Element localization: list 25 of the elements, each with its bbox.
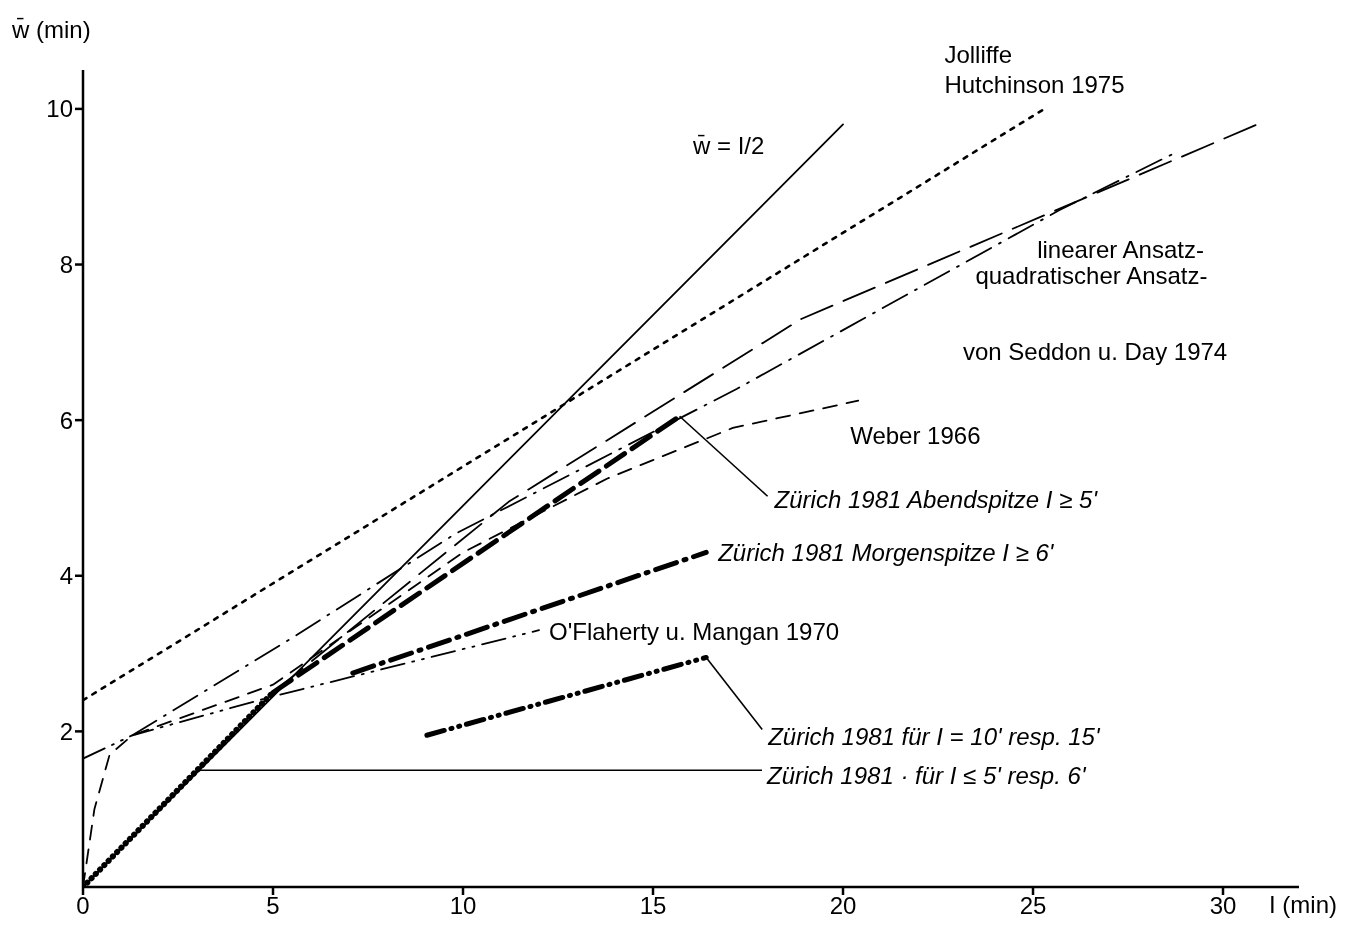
x-tick-label: 25 xyxy=(1019,892,1047,920)
x-tick-label: 10 xyxy=(449,892,477,920)
y-tick-label: 4 xyxy=(59,562,73,590)
x-tick-label: 30 xyxy=(1209,892,1237,920)
y-tick-label: 2 xyxy=(59,717,73,745)
annotation: von Seddon u. Day 1974 xyxy=(963,338,1228,366)
y-tick-label: 6 xyxy=(59,406,73,434)
series-label: linearer Ansatz- xyxy=(1037,236,1204,264)
x-tick-label: 20 xyxy=(829,892,857,920)
series-label: Zürich 1981 Morgenspitze I ≥ 6' xyxy=(717,539,1055,567)
text: Zürich 1981 für I = 10' resp. 15' xyxy=(767,723,1101,751)
x-axis-title: I (min) xyxy=(1269,891,1337,919)
series-label: Jolliffe Hutchinson 1975 xyxy=(944,40,1125,98)
y-tick-label: 10 xyxy=(46,95,73,123)
x-tick-label: 0 xyxy=(76,892,90,920)
series-label: w̄ = I/2 xyxy=(692,132,765,160)
text: Zürich 1981 Abendspitze I ≥ 5' xyxy=(773,486,1099,514)
y-axis-title: w̄ (min) xyxy=(12,16,91,44)
x-tick-label: 15 xyxy=(639,892,667,920)
series-label: O'Flaherty u. Mangan 1970 xyxy=(549,618,840,646)
x-tick-label: 5 xyxy=(266,892,280,920)
series-label: Weber 1966 xyxy=(850,421,981,449)
text: Zürich 1981 · für I ≤ 5' resp. 6' xyxy=(766,762,1087,790)
series-label: quadratischer Ansatz- xyxy=(975,261,1208,289)
y-tick-label: 8 xyxy=(59,251,73,279)
